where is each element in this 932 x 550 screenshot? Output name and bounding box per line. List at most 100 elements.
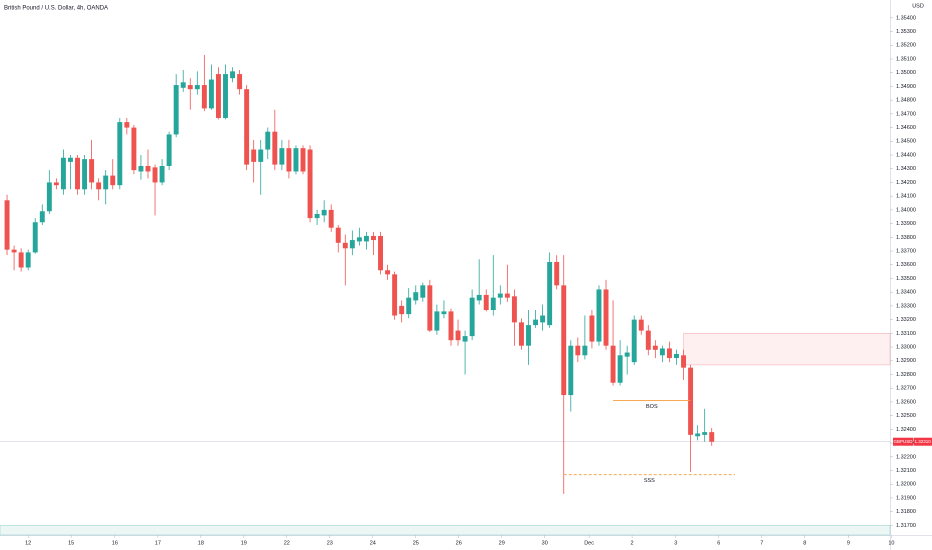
y-tick-label: 1.35000 [896, 70, 916, 76]
candle-body [307, 149, 313, 219]
candle-body [483, 294, 489, 311]
candle-body [328, 209, 334, 228]
candle-body [11, 249, 17, 253]
candle-body [180, 82, 186, 88]
candle-body [434, 311, 440, 331]
annotation-label: BOS [646, 404, 658, 410]
x-tick-label: 2 [631, 540, 634, 546]
candle-body [413, 292, 419, 301]
candle-body [117, 122, 123, 186]
candle-body [173, 85, 179, 135]
x-tick-label: 8 [803, 540, 806, 546]
y-tick-label: 1.33900 [896, 221, 916, 227]
candle-body [659, 348, 665, 356]
y-tick-label: 1.32400 [896, 427, 916, 433]
candle-body [103, 175, 109, 190]
y-tick-label: 1.33200 [896, 317, 916, 323]
candle-body [300, 148, 306, 172]
candle-body [526, 325, 531, 346]
candle-body [603, 289, 609, 346]
candle-body [462, 336, 468, 342]
candle-body [596, 289, 602, 342]
y-tick-label: 1.33800 [896, 235, 916, 241]
candle-body [159, 165, 165, 183]
candle-body [582, 345, 588, 356]
y-tick-label: 1.35300 [896, 29, 916, 35]
symbol-label: GBPUSD [893, 439, 913, 444]
candle-body [490, 297, 496, 311]
zone [0, 525, 891, 536]
candle-body [441, 311, 447, 315]
candle-body [349, 240, 355, 249]
candle-body [18, 252, 24, 268]
candle-body [631, 319, 637, 363]
price-label: 1.32310 [915, 439, 932, 444]
x-tick-label: 7 [760, 540, 763, 546]
candle-body [476, 294, 482, 301]
candle-body [32, 222, 38, 253]
candle-body [392, 274, 398, 316]
candle-body [702, 432, 708, 435]
y-tick-label: 1.33300 [896, 303, 916, 309]
candle-body [533, 319, 539, 326]
candle-body [427, 285, 433, 331]
y-tick-label: 1.32800 [896, 372, 916, 378]
zone [683, 333, 891, 366]
candle-body [89, 159, 95, 183]
y-tick-label: 1.33700 [896, 248, 916, 254]
annotation-label: SSS [644, 478, 655, 484]
candle-body [681, 355, 686, 368]
x-tick-label: 15 [68, 540, 74, 546]
y-tick-label: 1.33600 [896, 262, 916, 268]
candle-body [166, 134, 172, 166]
candle-body [244, 89, 250, 165]
y-tick-label: 1.32900 [896, 358, 916, 364]
y-tick-label: 1.35400 [896, 15, 916, 21]
candle-body [314, 214, 320, 219]
x-tick-label: 19 [241, 540, 247, 546]
y-tick-label: 1.34800 [896, 98, 916, 104]
candle-body [554, 262, 560, 286]
candle-body [152, 167, 158, 183]
candle-body [695, 433, 701, 437]
y-tick-label: 1.34300 [896, 166, 916, 172]
x-tick-label: 12 [25, 540, 31, 546]
y-tick-label: 1.32700 [896, 386, 916, 392]
candle-body [455, 330, 461, 341]
candle-body [293, 148, 299, 172]
y-tick-label: 1.34100 [896, 194, 916, 200]
candle-body [399, 305, 405, 315]
candle-body [187, 85, 193, 90]
x-tick-label: 30 [542, 540, 548, 546]
y-tick-label: 1.33100 [896, 331, 916, 337]
candle-body [208, 79, 214, 109]
candle-body [82, 159, 88, 190]
candle-body [272, 131, 278, 165]
candle-body [131, 127, 137, 171]
candle-body [356, 237, 362, 242]
price-box [913, 437, 932, 446]
candle-body [110, 175, 116, 186]
candle-body [688, 367, 694, 435]
y-tick-label: 1.34200 [896, 180, 916, 186]
candle-body [511, 296, 517, 323]
candle-body [540, 315, 546, 323]
y-tick-label: 1.33500 [896, 276, 916, 282]
x-tick-label: 3 [674, 540, 677, 546]
x-tick-label: 17 [155, 540, 161, 546]
y-tick-label: 1.31700 [896, 523, 916, 529]
candle-body [504, 293, 510, 298]
x-tick-label: 25 [413, 540, 419, 546]
x-tick-label: 22 [284, 540, 290, 546]
chart-title: British Pound / U.S. Dollar, 4h, OANDA [4, 6, 108, 12]
candle-body [363, 235, 369, 242]
candle-body [60, 157, 66, 190]
candle-body [46, 182, 52, 212]
y-tick-label: 1.32100 [896, 468, 916, 474]
x-tick-label: 23 [327, 540, 333, 546]
y-tick-label: 1.32600 [896, 399, 916, 405]
candle-body [237, 74, 243, 90]
y-tick-label: 1.33000 [896, 345, 916, 351]
candle-body [589, 315, 595, 342]
